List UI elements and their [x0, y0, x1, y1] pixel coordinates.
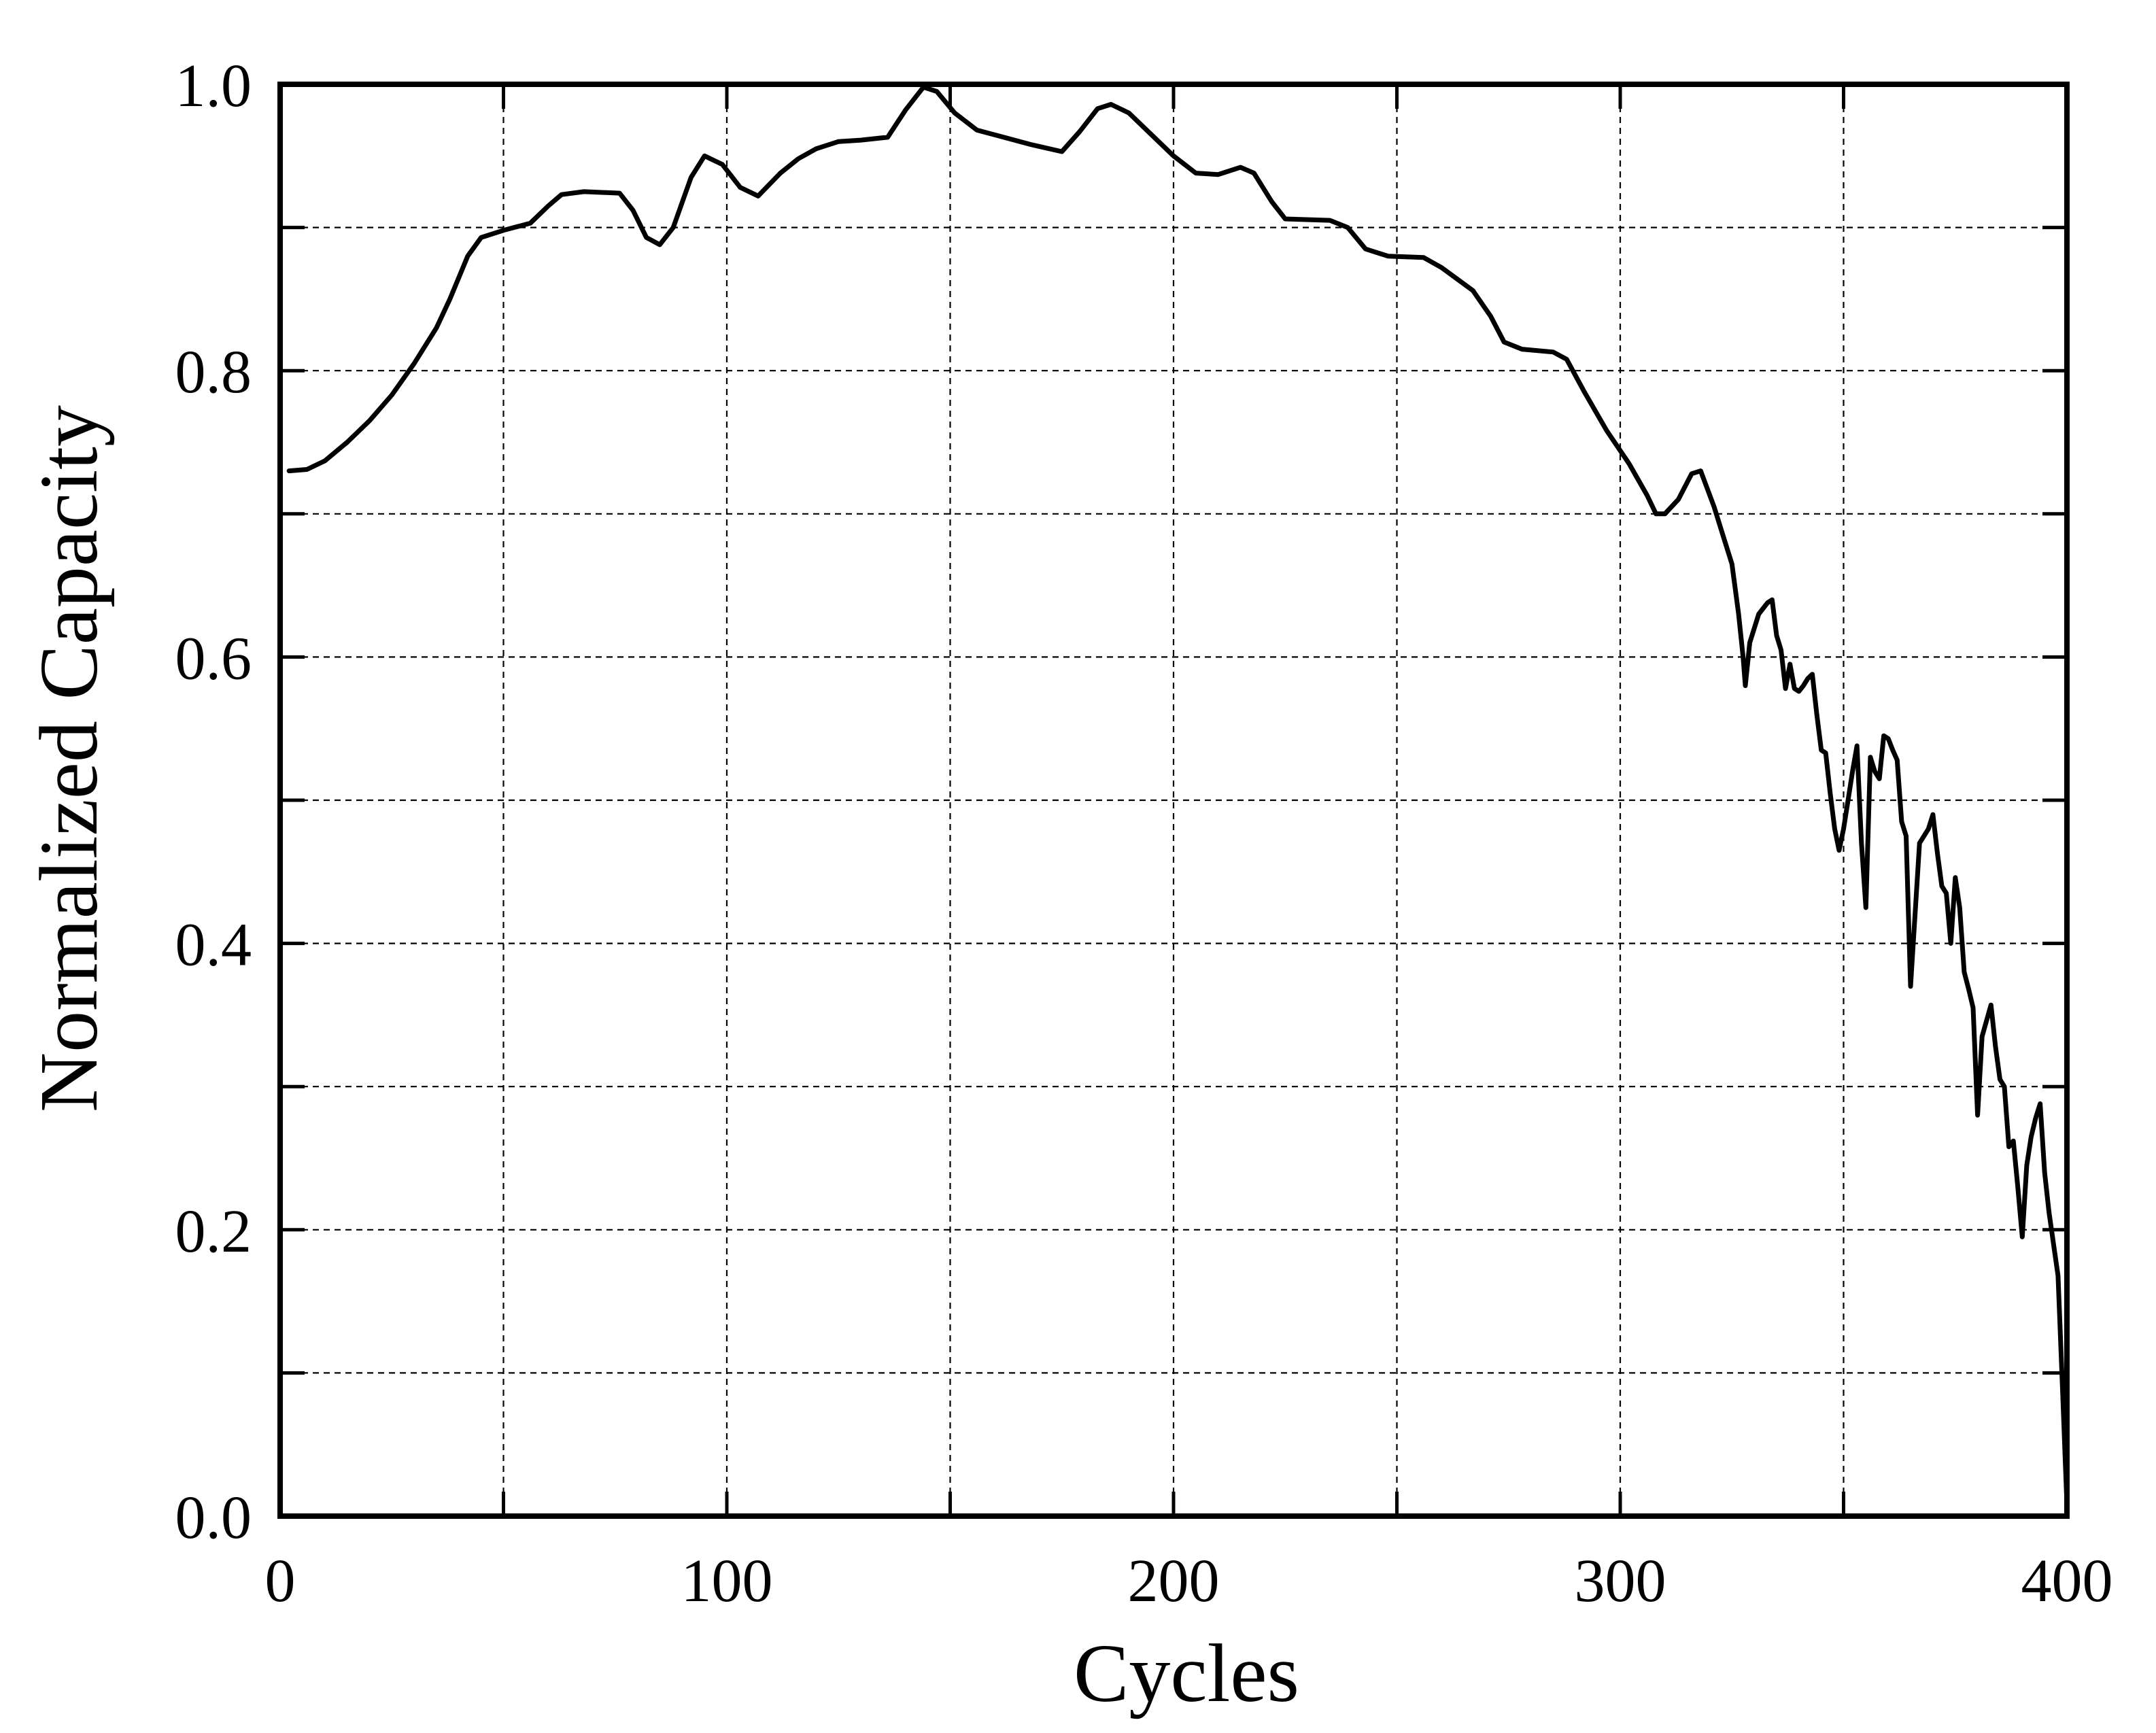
y-tick-label: 1.0: [175, 52, 252, 120]
plot-frame: [277, 82, 2070, 1519]
grid-lines: [280, 84, 2067, 1516]
x-axis-title: Cycles: [1074, 1628, 1299, 1719]
y-tick-label: 0.4: [175, 912, 252, 979]
y-tick-label: 0.0: [175, 1484, 252, 1551]
y-axis-title: Normalized Capacity: [23, 405, 115, 1112]
x-tick-label: 200: [1128, 1547, 1220, 1615]
x-tick-label: 300: [1575, 1547, 1666, 1615]
plot-frame-border: [277, 82, 2070, 1519]
x-tick-label: 0: [265, 1547, 296, 1615]
x-tick-label: 400: [2021, 1547, 2113, 1615]
series-layer: [286, 84, 2070, 1507]
y-tick-label: 0.6: [175, 625, 252, 692]
x-tick-label: 100: [681, 1547, 773, 1615]
series-line: [286, 84, 2070, 1507]
y-tick-label: 0.8: [175, 339, 252, 406]
y-tick-label: 0.2: [175, 1198, 252, 1265]
axis-labels: Cycles Normalized Capacity 0 100 200 300 400…: [23, 52, 2113, 1719]
